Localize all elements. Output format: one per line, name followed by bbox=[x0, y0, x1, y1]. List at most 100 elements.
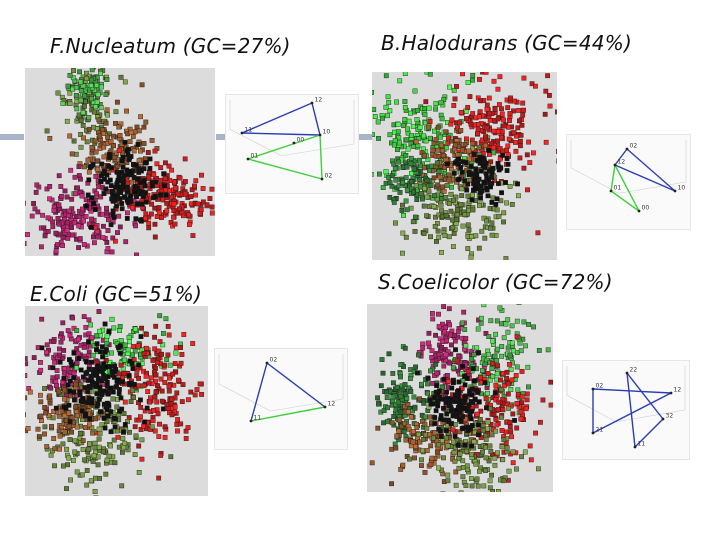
data-point bbox=[505, 317, 511, 323]
data-point bbox=[478, 408, 484, 414]
data-point bbox=[409, 179, 415, 185]
data-point bbox=[411, 429, 416, 435]
data-point bbox=[531, 324, 536, 330]
data-point bbox=[383, 180, 389, 186]
data-point bbox=[453, 142, 458, 148]
data-point bbox=[413, 214, 418, 220]
data-point bbox=[119, 449, 125, 455]
data-point bbox=[453, 469, 459, 475]
data-point bbox=[111, 325, 117, 331]
data-point bbox=[123, 239, 129, 245]
data-point bbox=[34, 182, 40, 188]
data-point bbox=[462, 397, 468, 403]
data-point bbox=[136, 469, 142, 475]
data-point bbox=[408, 110, 413, 116]
data-point bbox=[142, 215, 148, 221]
data-point bbox=[84, 482, 90, 488]
data-point bbox=[470, 73, 476, 78]
data-point bbox=[476, 422, 481, 428]
data-point bbox=[485, 390, 490, 396]
data-point bbox=[482, 380, 488, 386]
data-point bbox=[504, 200, 509, 206]
data-point bbox=[503, 180, 508, 185]
data-point bbox=[146, 225, 152, 231]
data-point bbox=[44, 128, 50, 134]
data-point bbox=[46, 413, 52, 418]
graph-edge bbox=[626, 372, 636, 448]
data-point bbox=[186, 222, 192, 227]
data-point bbox=[505, 161, 511, 167]
data-point bbox=[464, 116, 470, 121]
data-point bbox=[66, 423, 72, 429]
data-point bbox=[95, 462, 101, 468]
data-point bbox=[130, 388, 135, 394]
data-point bbox=[408, 389, 414, 394]
data-point bbox=[126, 335, 132, 340]
data-point bbox=[455, 152, 461, 158]
data-point bbox=[500, 152, 506, 158]
data-point bbox=[97, 133, 103, 139]
data-point bbox=[461, 309, 467, 315]
cluster-1 bbox=[423, 72, 557, 236]
data-point bbox=[164, 208, 170, 214]
data-point bbox=[464, 187, 470, 193]
data-point bbox=[483, 432, 489, 438]
data-point bbox=[98, 105, 104, 111]
data-point bbox=[44, 444, 50, 449]
data-point bbox=[414, 424, 420, 430]
data-point bbox=[209, 210, 215, 216]
data-point bbox=[59, 331, 64, 337]
data-point bbox=[403, 437, 409, 443]
data-point bbox=[45, 228, 51, 234]
data-point bbox=[497, 146, 503, 152]
data-point bbox=[375, 119, 381, 125]
data-point bbox=[433, 101, 439, 106]
data-point bbox=[453, 482, 459, 488]
data-point bbox=[470, 366, 476, 372]
panel-title-fn: F.Nucleatum (GC=27%) bbox=[50, 34, 291, 58]
data-point bbox=[104, 239, 110, 245]
data-point bbox=[119, 483, 125, 489]
data-point bbox=[58, 184, 64, 189]
data-point bbox=[478, 168, 484, 174]
data-point bbox=[104, 457, 110, 463]
data-point bbox=[445, 161, 450, 167]
data-point bbox=[403, 198, 409, 204]
data-point bbox=[100, 449, 106, 455]
data-point bbox=[420, 341, 426, 347]
data-point bbox=[136, 128, 142, 134]
data-point bbox=[485, 352, 491, 357]
data-point bbox=[145, 389, 151, 395]
graph-node bbox=[249, 419, 253, 423]
data-point bbox=[511, 130, 517, 136]
data-point bbox=[74, 98, 80, 104]
data-point bbox=[98, 71, 103, 76]
data-point bbox=[50, 365, 56, 371]
data-point bbox=[445, 478, 451, 484]
data-point bbox=[471, 378, 477, 384]
data-point bbox=[460, 474, 466, 480]
data-point bbox=[488, 448, 494, 454]
data-point bbox=[515, 125, 521, 131]
data-point bbox=[409, 171, 414, 176]
data-point bbox=[69, 151, 75, 157]
cluster-5 bbox=[39, 321, 166, 435]
data-point bbox=[441, 188, 447, 194]
data-point bbox=[104, 419, 110, 425]
data-point bbox=[105, 228, 111, 233]
data-point bbox=[134, 194, 139, 200]
data-point bbox=[428, 401, 434, 407]
data-point bbox=[431, 193, 437, 199]
data-point bbox=[391, 161, 397, 167]
graph-node-label: 11 bbox=[245, 127, 253, 134]
data-point bbox=[411, 394, 417, 400]
data-point bbox=[115, 177, 121, 183]
data-point bbox=[430, 310, 435, 316]
data-point bbox=[66, 402, 72, 408]
data-point bbox=[89, 335, 95, 341]
data-point bbox=[410, 219, 416, 225]
data-point bbox=[93, 173, 99, 179]
data-point bbox=[501, 335, 507, 341]
data-point bbox=[138, 404, 144, 410]
data-point bbox=[477, 156, 483, 162]
